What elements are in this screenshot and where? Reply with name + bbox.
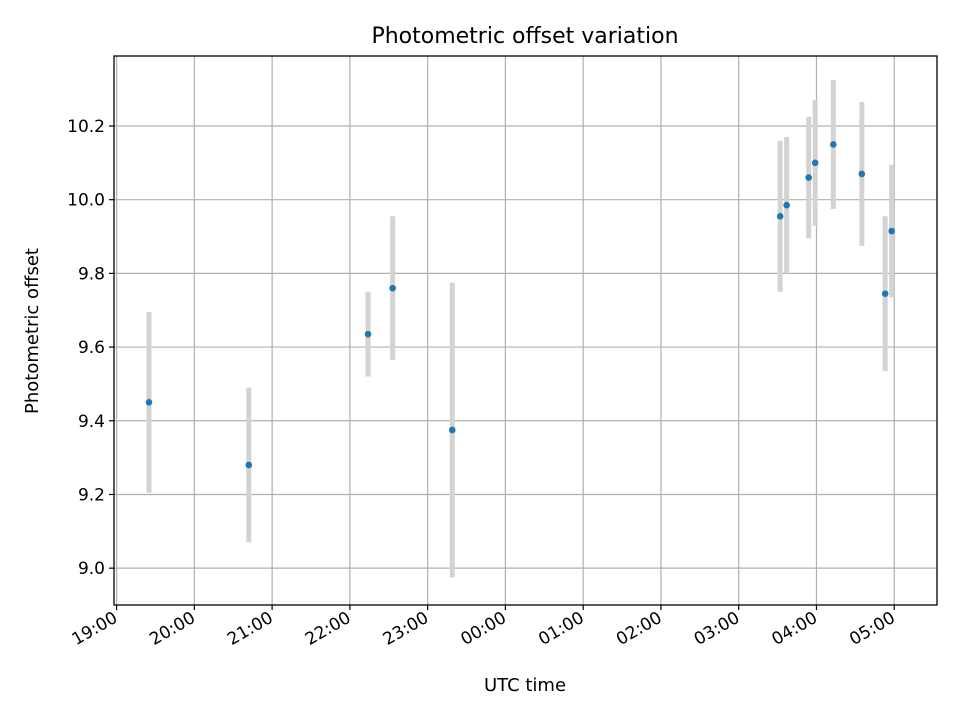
data-point — [858, 170, 866, 178]
y-tick-label: 9.8 — [78, 264, 105, 284]
chart-title: Photometric offset variation — [371, 24, 678, 49]
data-point — [805, 174, 812, 181]
x-axis-label: UTC time — [484, 675, 566, 696]
y-tick-label: 9.0 — [78, 559, 105, 579]
x-tick-label: 03:00 — [691, 608, 743, 650]
x-tick-label: 01:00 — [535, 608, 587, 650]
data-point — [389, 284, 396, 292]
x-tick-label: 00:00 — [457, 608, 509, 650]
data-point — [811, 159, 819, 167]
y-tick-label: 9.6 — [78, 338, 105, 358]
plot-frame — [113, 55, 938, 606]
x-tick-label: 23:00 — [380, 608, 432, 650]
data-point — [364, 330, 372, 338]
data-point — [881, 290, 889, 297]
data-point — [245, 461, 253, 469]
data-point — [783, 201, 790, 209]
y-axis-label: Photometric offset — [22, 248, 43, 414]
data-point — [448, 426, 456, 434]
x-tick-label: 21:00 — [224, 608, 276, 650]
y-tick-label: 10.2 — [67, 117, 105, 137]
data-point — [888, 227, 895, 235]
x-tick-label: 19:00 — [69, 608, 121, 650]
y-tick-label: 9.4 — [78, 412, 105, 432]
x-tick-label: 02:00 — [613, 608, 665, 650]
data-point — [145, 399, 153, 406]
x-tick-label: 04:00 — [769, 608, 821, 650]
y-tick-label: 9.2 — [78, 485, 105, 505]
y-tick-label: 10.0 — [67, 191, 105, 211]
x-tick-label: 20:00 — [146, 608, 198, 650]
x-tick-label: 22:00 — [302, 608, 354, 650]
data-point — [776, 212, 784, 220]
x-tick-label: 05:00 — [846, 608, 898, 650]
data-point — [830, 141, 837, 148]
